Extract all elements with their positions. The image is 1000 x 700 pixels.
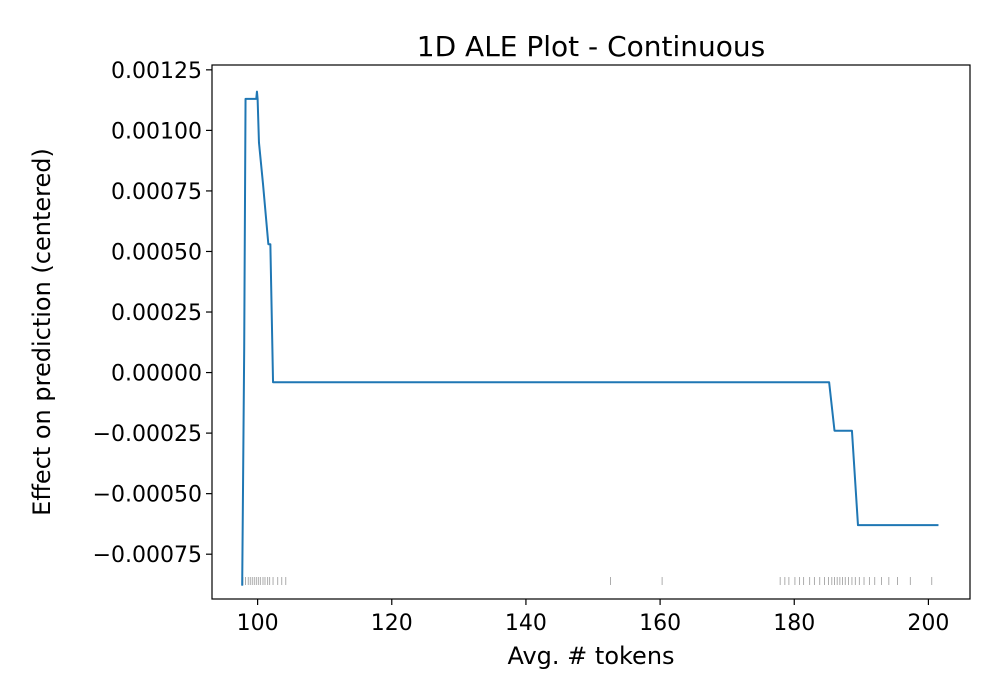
rug-marks (242, 577, 933, 585)
x-tick-label: 140 (505, 611, 547, 636)
series-layer (241, 90, 939, 586)
x-tick-label: 200 (907, 611, 949, 636)
x-tick-label: 160 (639, 611, 681, 636)
x-axis: 100 120 140 160 180 200 (237, 599, 949, 636)
x-tick-label: 100 (237, 611, 279, 636)
y-tick-label: 0.00050 (111, 240, 202, 265)
y-tick-label: 0.00075 (111, 180, 202, 205)
y-axis-label: Effect on prediction (centered) (28, 148, 56, 516)
y-tick-label: 0.00025 (111, 301, 202, 326)
y-tick-label: 0.00125 (111, 59, 202, 84)
y-tick-label: 0.00000 (111, 362, 202, 387)
y-tick-label: −0.00075 (93, 543, 202, 568)
y-tick-label: −0.00025 (93, 422, 202, 447)
ale-series-line (241, 90, 939, 586)
x-axis-label: Avg. # tokens (507, 642, 674, 670)
y-tick-label: 0.00100 (111, 119, 202, 144)
plot-area (211, 64, 971, 600)
y-axis: 0.00125 0.00100 0.00075 0.00050 0.00025 0.000… (93, 59, 212, 568)
chart-title: 1D ALE Plot - Continuous (417, 30, 765, 63)
x-tick-label: 180 (773, 611, 815, 636)
y-tick-label: −0.00050 (93, 483, 202, 508)
x-tick-label: 120 (371, 611, 413, 636)
